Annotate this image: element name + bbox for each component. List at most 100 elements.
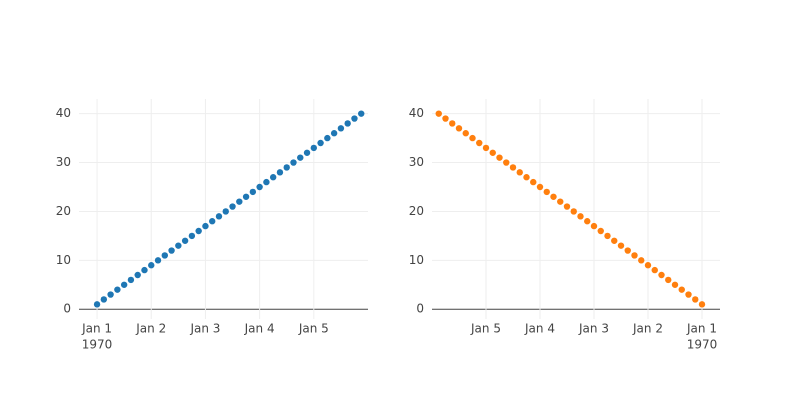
marker: [590, 222, 598, 230]
marker: [449, 120, 456, 127]
marker: [276, 169, 284, 176]
y-tick-label: 0: [416, 302, 424, 316]
marker: [536, 183, 544, 191]
marker: [563, 203, 571, 210]
marker: [290, 159, 297, 166]
marker: [297, 154, 304, 161]
marker: [692, 296, 699, 303]
y-tick-label: 20: [409, 204, 424, 218]
marker: [665, 276, 672, 284]
y-tick-label: 20: [56, 204, 71, 218]
y-tick-label: 10: [56, 253, 71, 267]
marker: [482, 144, 490, 152]
marker: [442, 115, 449, 122]
marker: [161, 252, 168, 259]
marker: [127, 276, 135, 284]
marker: [337, 125, 345, 132]
marker: [263, 178, 270, 186]
x-tick-label: Jan 3: [578, 322, 609, 336]
x-tick-label: Jan 4: [244, 322, 275, 336]
marker: [496, 154, 503, 161]
y-tick-label: 40: [409, 106, 424, 120]
marker: [168, 247, 175, 254]
x-tick-label: Jan 2: [135, 322, 166, 336]
marker: [685, 291, 692, 298]
marker: [317, 139, 324, 147]
y-tick-label: 30: [56, 155, 71, 169]
marker: [698, 301, 706, 308]
marker: [330, 130, 338, 137]
x-tick-year: 1970: [82, 338, 113, 352]
marker: [631, 252, 638, 259]
marker: [516, 169, 523, 176]
marker: [611, 237, 618, 244]
marker: [469, 134, 476, 142]
marker: [148, 262, 155, 269]
y-tick-label: 0: [63, 302, 71, 316]
marker: [489, 149, 496, 156]
marker: [344, 120, 351, 127]
marker: [222, 208, 229, 215]
marker: [557, 198, 564, 205]
marker: [543, 188, 550, 196]
marker: [358, 110, 365, 117]
x-tick-label: Jan 2: [632, 322, 663, 336]
marker: [523, 174, 530, 181]
marker: [617, 242, 625, 249]
marker: [209, 218, 216, 225]
marker: [604, 232, 611, 240]
marker: [303, 149, 311, 156]
marker: [154, 257, 162, 264]
x-tick-label: Jan 3: [189, 322, 220, 336]
marker: [550, 193, 557, 200]
marker: [93, 301, 101, 308]
y-tick-label: 10: [409, 253, 424, 267]
marker: [195, 227, 202, 235]
marker: [229, 203, 236, 210]
marker: [215, 213, 223, 220]
x-tick-label: Jan 5: [470, 322, 501, 336]
x-tick-label: Jan 5: [298, 322, 329, 336]
marker: [269, 174, 277, 181]
marker: [455, 125, 463, 132]
marker: [530, 178, 537, 186]
x-tick-label: Jan 1: [686, 322, 717, 336]
marker: [249, 188, 257, 196]
x-tick-label: Jan 1: [81, 322, 112, 336]
marker: [570, 208, 577, 215]
marker: [242, 193, 250, 200]
marker: [310, 144, 318, 152]
marker: [188, 232, 196, 240]
y-tick-label: 30: [409, 155, 424, 169]
marker: [351, 115, 358, 122]
marker: [435, 110, 442, 117]
marker: [283, 164, 290, 171]
marker: [107, 291, 114, 298]
marker: [644, 262, 652, 269]
marker: [658, 271, 665, 279]
y-tick-label: 40: [56, 106, 71, 120]
marker: [120, 281, 128, 288]
marker: [597, 227, 604, 235]
marker: [134, 271, 141, 279]
marker: [509, 164, 517, 171]
marker: [476, 139, 483, 147]
x-tick-year: 1970: [687, 338, 718, 352]
x-tick-label: Jan 4: [524, 322, 555, 336]
marker: [671, 281, 679, 288]
marker: [678, 286, 685, 293]
marker: [202, 222, 209, 230]
marker: [577, 213, 584, 220]
marker: [256, 183, 263, 191]
marker: [175, 242, 182, 249]
marker: [114, 286, 121, 293]
marker: [236, 198, 243, 205]
marker: [324, 134, 331, 142]
marker: [181, 237, 189, 244]
marker: [462, 130, 469, 137]
marker: [100, 296, 108, 303]
marker: [584, 218, 591, 225]
marker: [651, 266, 658, 274]
marker: [503, 159, 510, 166]
